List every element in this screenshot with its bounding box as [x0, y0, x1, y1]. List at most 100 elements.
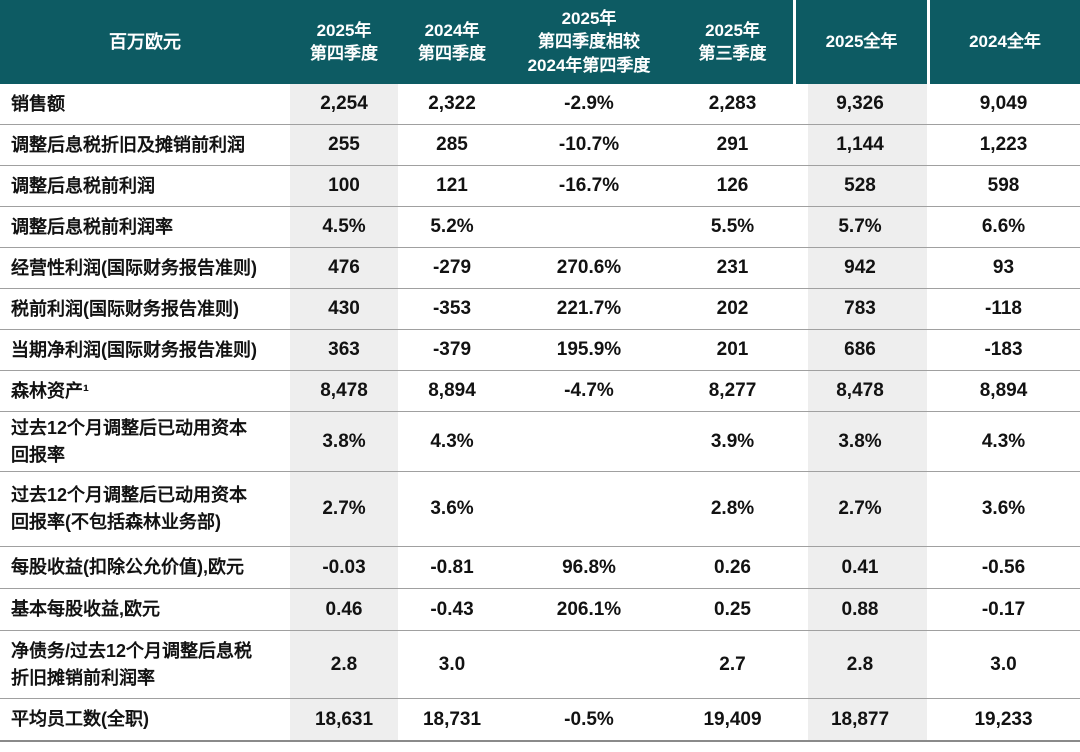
- cell-q4_2025: 476: [290, 248, 398, 289]
- table-row: 销售额 2,254 2,322 -2.9% 2,283 9,326 9,049: [0, 84, 1080, 125]
- cell-q3_2025: 19,409: [672, 699, 793, 742]
- cell-q4_2025: 2.7%: [290, 472, 398, 547]
- cell-q4_2025: 255: [290, 125, 398, 166]
- cell-q4_2025_vs_q4_2024: -10.7%: [506, 125, 672, 166]
- cell-q4_2024: 18,731: [398, 699, 506, 742]
- table-row: 净债务/过去12个月调整后息税 折旧摊销前利润率 2.8 3.0 2.7 2.8 3.0: [0, 631, 1080, 699]
- table-row: 每股收益(扣除公允价值),欧元 -0.03 -0.81 96.8% 0.26 0.41 -0…: [0, 547, 1080, 589]
- cell-q4_2024: -279: [398, 248, 506, 289]
- table-body: 销售额 2,254 2,322 -2.9% 2,283 9,326 9,049 调整后息税折旧…: [0, 84, 1080, 742]
- cell-fy_2024: -183: [927, 330, 1080, 371]
- cell-fy_2025: 0.88: [793, 589, 927, 631]
- table-row: 过去12个月调整后已动用资本 回报率 3.8% 4.3% 3.9% 3.8% 4.3%: [0, 412, 1080, 472]
- cell-fy_2025: 528: [793, 166, 927, 207]
- cell-q4_2025_vs_q4_2024: 195.9%: [506, 330, 672, 371]
- cell-q3_2025: 202: [672, 289, 793, 330]
- cell-q4_2024: -0.43: [398, 589, 506, 631]
- cell-fy_2024: 598: [927, 166, 1080, 207]
- table-row: 税前利润(国际财务报告准则) 430 -353 221.7% 202 783 -118: [0, 289, 1080, 330]
- row-label: 调整后息税前利润: [0, 166, 290, 207]
- cell-fy_2025: 8,478: [793, 371, 927, 412]
- cell-q4_2024: -0.81: [398, 547, 506, 589]
- table-header: 百万欧元 2025年 第四季度 2024年 第四季度 2025年 第四季度相较 …: [0, 0, 1080, 84]
- cell-q3_2025: 3.9%: [672, 412, 793, 472]
- table-row: 基本每股收益,欧元 0.46 -0.43 206.1% 0.25 0.88 -0.17: [0, 589, 1080, 631]
- row-label: 税前利润(国际财务报告准则): [0, 289, 290, 330]
- cell-q4_2025: 2.8: [290, 631, 398, 699]
- row-label: 调整后息税前利润率: [0, 207, 290, 248]
- cell-fy_2024: 8,894: [927, 371, 1080, 412]
- cell-fy_2025: 2.7%: [793, 472, 927, 547]
- cell-q4_2025_vs_q4_2024: 270.6%: [506, 248, 672, 289]
- cell-q3_2025: 2.8%: [672, 472, 793, 547]
- header-col-fy-2025: 2025全年: [793, 0, 927, 84]
- cell-q4_2025_vs_q4_2024: -16.7%: [506, 166, 672, 207]
- cell-q3_2025: 2,283: [672, 84, 793, 125]
- table-row: 调整后息税前利润率 4.5% 5.2% 5.5% 5.7% 6.6%: [0, 207, 1080, 248]
- table-row: 平均员工数(全职) 18,631 18,731 -0.5% 19,409 18,877 19…: [0, 699, 1080, 742]
- cell-q4_2024: -353: [398, 289, 506, 330]
- cell-q4_2024: 5.2%: [398, 207, 506, 248]
- cell-q4_2025_vs_q4_2024: -0.5%: [506, 699, 672, 742]
- header-unit-label: 百万欧元: [0, 0, 290, 84]
- cell-fy_2025: 5.7%: [793, 207, 927, 248]
- cell-q4_2025_vs_q4_2024: 221.7%: [506, 289, 672, 330]
- cell-q3_2025: 2.7: [672, 631, 793, 699]
- cell-fy_2025: 2.8: [793, 631, 927, 699]
- row-label: 平均员工数(全职): [0, 699, 290, 742]
- cell-q4_2024: 3.0: [398, 631, 506, 699]
- cell-fy_2024: 6.6%: [927, 207, 1080, 248]
- cell-q3_2025: 231: [672, 248, 793, 289]
- table-row: 当期净利润(国际财务报告准则) 363 -379 195.9% 201 686 -183: [0, 330, 1080, 371]
- row-label: 销售额: [0, 84, 290, 125]
- cell-q4_2025: 363: [290, 330, 398, 371]
- cell-q3_2025: 291: [672, 125, 793, 166]
- header-col-q4-2025-vs-q4-2024: 2025年 第四季度相较 2024年第四季度: [506, 0, 672, 84]
- cell-fy_2025: 18,877: [793, 699, 927, 742]
- cell-q3_2025: 8,277: [672, 371, 793, 412]
- cell-q4_2024: 285: [398, 125, 506, 166]
- cell-fy_2025: 0.41: [793, 547, 927, 589]
- row-label: 每股收益(扣除公允价值),欧元: [0, 547, 290, 589]
- cell-q4_2024: -379: [398, 330, 506, 371]
- cell-q4_2025: 8,478: [290, 371, 398, 412]
- cell-fy_2024: 1,223: [927, 125, 1080, 166]
- row-label: 调整后息税折旧及摊销前利润: [0, 125, 290, 166]
- table-row: 经营性利润(国际财务报告准则) 476 -279 270.6% 231 942 93: [0, 248, 1080, 289]
- cell-q4_2025_vs_q4_2024: -2.9%: [506, 84, 672, 125]
- cell-q4_2025: -0.03: [290, 547, 398, 589]
- row-label: 净债务/过去12个月调整后息税 折旧摊销前利润率: [0, 631, 290, 699]
- cell-q3_2025: 0.26: [672, 547, 793, 589]
- cell-q4_2025_vs_q4_2024: -4.7%: [506, 371, 672, 412]
- cell-fy_2024: 4.3%: [927, 412, 1080, 472]
- cell-q4_2025: 0.46: [290, 589, 398, 631]
- cell-q4_2025_vs_q4_2024: 96.8%: [506, 547, 672, 589]
- cell-fy_2024: -0.17: [927, 589, 1080, 631]
- cell-q4_2025_vs_q4_2024: [506, 472, 672, 547]
- cell-fy_2025: 1,144: [793, 125, 927, 166]
- cell-fy_2025: 3.8%: [793, 412, 927, 472]
- cell-q4_2025_vs_q4_2024: [506, 207, 672, 248]
- cell-fy_2024: -118: [927, 289, 1080, 330]
- cell-fy_2024: 19,233: [927, 699, 1080, 742]
- cell-fy_2024: -0.56: [927, 547, 1080, 589]
- row-label: 过去12个月调整后已动用资本 回报率(不包括森林业务部): [0, 472, 290, 547]
- row-label: 过去12个月调整后已动用资本 回报率: [0, 412, 290, 472]
- cell-q4_2024: 8,894: [398, 371, 506, 412]
- cell-q4_2024: 4.3%: [398, 412, 506, 472]
- cell-q4_2024: 3.6%: [398, 472, 506, 547]
- cell-q3_2025: 5.5%: [672, 207, 793, 248]
- cell-fy_2024: 3.6%: [927, 472, 1080, 547]
- cell-q3_2025: 201: [672, 330, 793, 371]
- cell-fy_2025: 783: [793, 289, 927, 330]
- row-label: 森林资产¹: [0, 371, 290, 412]
- cell-fy_2025: 686: [793, 330, 927, 371]
- cell-q4_2025: 430: [290, 289, 398, 330]
- row-label: 当期净利润(国际财务报告准则): [0, 330, 290, 371]
- row-label: 基本每股收益,欧元: [0, 589, 290, 631]
- row-label: 经营性利润(国际财务报告准则): [0, 248, 290, 289]
- cell-fy_2025: 942: [793, 248, 927, 289]
- cell-fy_2025: 9,326: [793, 84, 927, 125]
- cell-q4_2025_vs_q4_2024: 206.1%: [506, 589, 672, 631]
